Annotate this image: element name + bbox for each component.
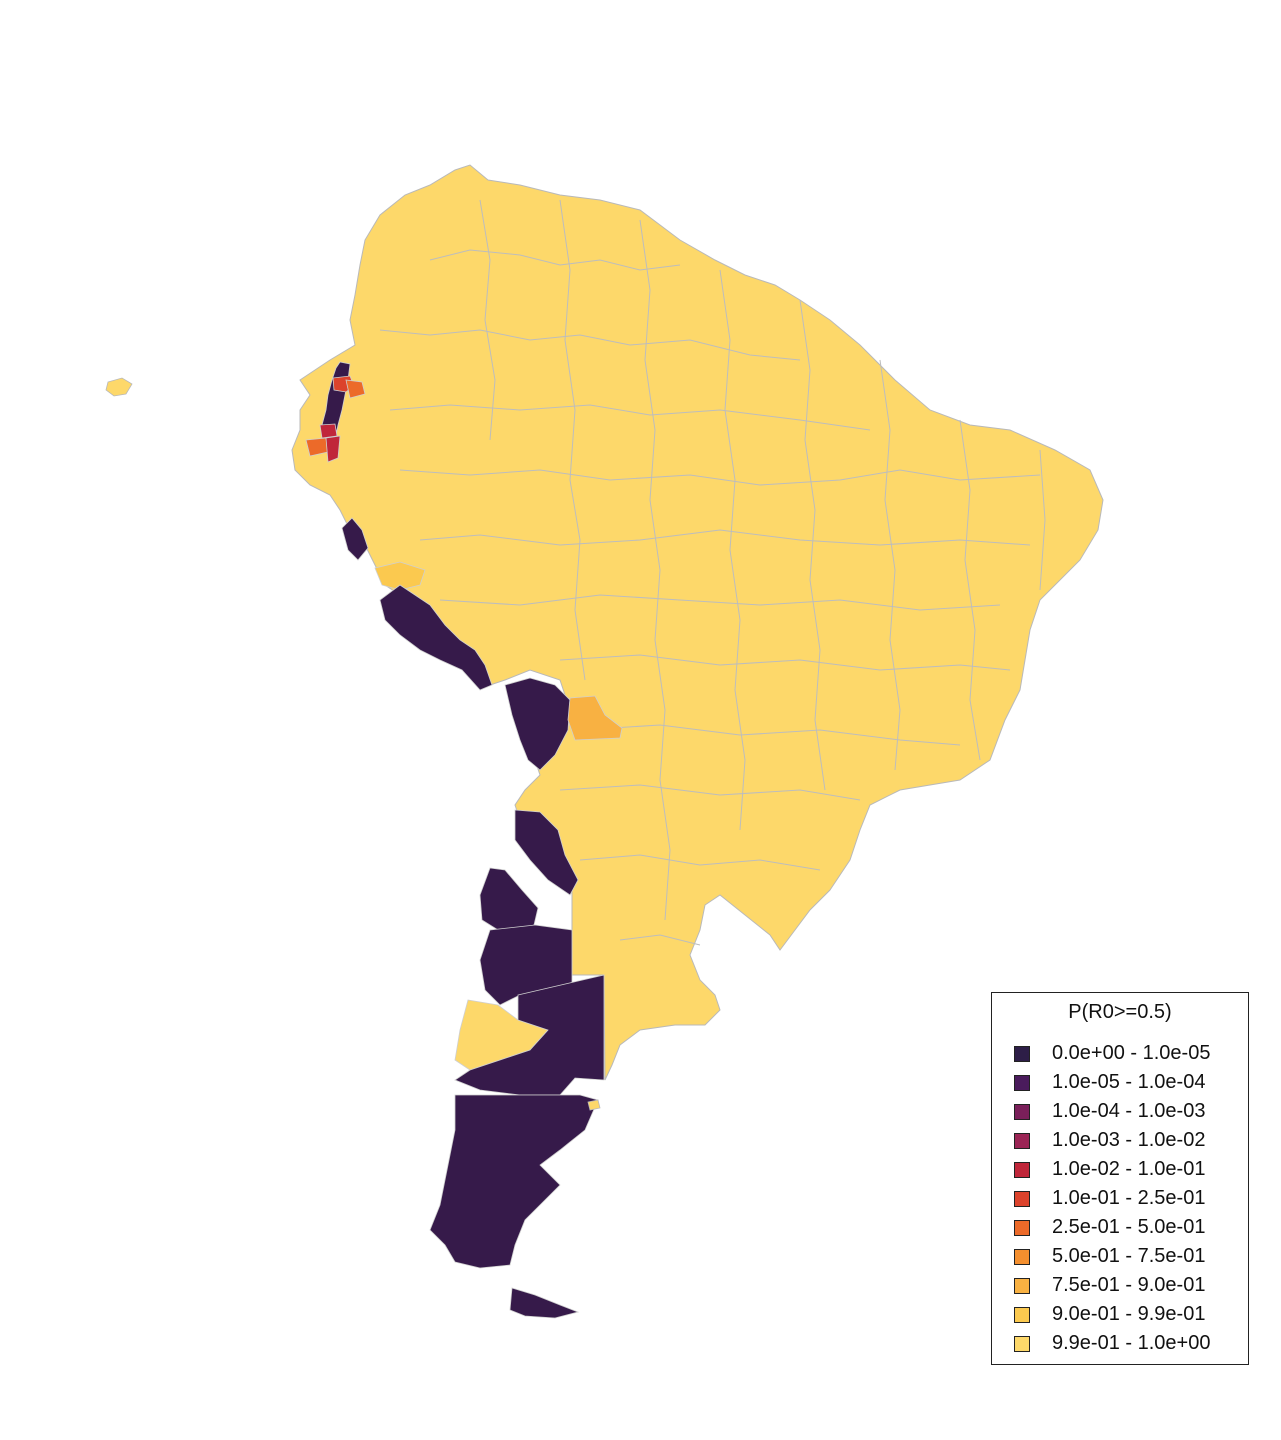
legend-label: 1.0e-03 - 1.0e-02 [1052, 1129, 1206, 1151]
legend-label: 9.9e-01 - 1.0e+00 [1052, 1332, 1211, 1354]
region-argentina-pampas-low [454, 974, 605, 1096]
region-ecuador-red-1 [319, 423, 338, 439]
legend-item: 2.5e-01 - 5.0e-01 [1014, 1213, 1210, 1242]
legend-label: 1.0e-01 - 2.5e-01 [1052, 1187, 1206, 1209]
legend-item: 7.5e-01 - 9.0e-01 [1014, 1271, 1210, 1300]
legend-swatch [1014, 1045, 1030, 1062]
legend-swatch [1014, 1161, 1030, 1178]
legend-items: 0.0e+00 - 1.0e-05 1.0e-05 - 1.0e-04 1.0e-0… [1014, 1039, 1210, 1358]
region-continent-main [291, 164, 1104, 1081]
legend-swatch [1014, 1248, 1030, 1265]
legend-swatch [1014, 1219, 1030, 1236]
legend-item: 1.0e-03 - 1.0e-02 [1014, 1126, 1210, 1155]
region-chile-central-low [479, 867, 539, 931]
region-ecuador-red-2 [325, 435, 341, 463]
region-ecuador-orange-2 [345, 379, 366, 399]
region-chile-north-low [504, 677, 571, 771]
legend-item: 9.9e-01 - 1.0e+00 [1014, 1329, 1210, 1358]
region-bolivia-mid [567, 695, 623, 741]
region-tierra-del-fuego-low [509, 1287, 580, 1319]
legend: P(R0>=0.5) 0.0e+00 - 1.0e-05 1.0e-05 - 1.… [991, 992, 1249, 1365]
legend-swatch [1014, 1103, 1030, 1120]
region-patagonia-low [429, 1094, 599, 1269]
legend-item: 1.0e-02 - 1.0e-01 [1014, 1155, 1210, 1184]
region-peru-north-low [341, 517, 369, 561]
legend-label: 5.0e-01 - 7.5e-01 [1052, 1245, 1206, 1267]
legend-item: 5.0e-01 - 7.5e-01 [1014, 1242, 1210, 1271]
legend-title: P(R0>=0.5) [1068, 1001, 1172, 1023]
legend-label: 7.5e-01 - 9.0e-01 [1052, 1274, 1206, 1296]
legend-swatch [1014, 1335, 1030, 1352]
legend-swatch [1014, 1132, 1030, 1149]
region-galapagos-islands [105, 377, 133, 397]
legend-label: 1.0e-04 - 1.0e-03 [1052, 1100, 1206, 1122]
region-argentina-nw-low [514, 809, 579, 896]
legend-item: 1.0e-04 - 1.0e-03 [1014, 1097, 1210, 1126]
legend-item: 1.0e-01 - 2.5e-01 [1014, 1184, 1210, 1213]
legend-swatch [1014, 1277, 1030, 1294]
legend-item: 9.0e-01 - 9.9e-01 [1014, 1300, 1210, 1329]
legend-label: 0.0e+00 - 1.0e-05 [1052, 1042, 1211, 1064]
region-peru-south-low [379, 584, 493, 691]
legend-item: 0.0e+00 - 1.0e-05 [1014, 1039, 1210, 1068]
legend-label: 2.5e-01 - 5.0e-01 [1052, 1216, 1206, 1238]
legend-label: 1.0e-05 - 1.0e-04 [1052, 1071, 1206, 1093]
legend-label: 1.0e-02 - 1.0e-01 [1052, 1158, 1206, 1180]
legend-swatch [1014, 1190, 1030, 1207]
legend-item: 1.0e-05 - 1.0e-04 [1014, 1068, 1210, 1097]
legend-label: 9.0e-01 - 9.9e-01 [1052, 1303, 1206, 1325]
region-peru-mid [374, 561, 426, 591]
legend-swatch [1014, 1306, 1030, 1323]
internal-borders [379, 199, 1046, 946]
legend-swatch [1014, 1074, 1030, 1091]
region-falklands-fragment [587, 1099, 601, 1111]
